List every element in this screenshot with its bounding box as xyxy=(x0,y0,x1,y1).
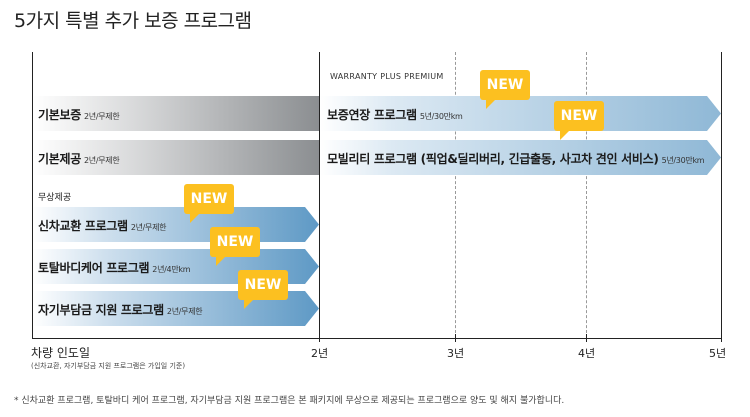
new-badge-deductible-support: NEW xyxy=(238,270,288,309)
new-car-exchange-label: 신차교환 프로그램 2년/무제한 xyxy=(38,219,167,233)
basic-service-bar xyxy=(33,140,319,175)
axis-4y-line xyxy=(586,52,587,338)
premium-label: WARRANTY PLUS PREMIUM xyxy=(330,72,444,81)
axis-tick-label-2y: 2년 xyxy=(311,347,329,360)
axis-start-line xyxy=(32,52,33,338)
page-title: 5가지 특별 추가 보증 프로그램 xyxy=(14,10,252,32)
timeline-axis xyxy=(32,338,722,339)
basic-warranty-label: 기본보증 2년/무제한 xyxy=(38,108,120,122)
axis-tick-label-4y: 4년 xyxy=(578,347,596,360)
section-label: 무상제공 xyxy=(38,193,72,203)
mobility-label: 모빌리티 프로그램 (픽업&딜리버리, 긴급출동, 사고차 견인 서비스) 5년/… xyxy=(327,152,705,166)
axis-tick-label-5y: 5년 xyxy=(709,347,727,360)
new-badge-total-body-care: NEW xyxy=(210,227,260,266)
mobility-bar xyxy=(320,140,721,175)
tick-5y xyxy=(721,334,722,342)
axis-start-label: 차량 인도일 xyxy=(31,346,91,360)
basic-service-label: 기본제공 2년/무제한 xyxy=(38,152,120,166)
extended-warranty-bar xyxy=(320,96,721,131)
new-badge-extended-warranty: NEW xyxy=(480,70,530,109)
axis-start-note: (신차교환, 자기부담금 지원 프로그램은 가입일 기준) xyxy=(31,362,186,370)
axis-2y-line xyxy=(319,52,320,338)
tick-3y xyxy=(455,334,456,342)
axis-3y-line xyxy=(455,52,456,338)
new-badge-mobility: NEW xyxy=(554,101,604,140)
axis-5y-line xyxy=(721,52,722,338)
new-car-exchange-bar xyxy=(33,207,319,242)
footnote: * 신차교환 프로그램, 토탈바디 케어 프로그램, 자기부담금 지원 프로그램… xyxy=(14,396,565,406)
extended-warranty-label: 보증연장 프로그램 5년/30만km xyxy=(327,108,463,122)
new-badge-new-car-exchange: NEW xyxy=(184,184,234,223)
tick-2y xyxy=(319,334,320,342)
deductible-support-label: 자기부담금 지원 프로그램 2년/무제한 xyxy=(38,303,203,317)
total-body-care-label: 토탈바디케어 프로그램 2년/4만km xyxy=(38,261,191,275)
axis-tick-label-3y: 3년 xyxy=(447,347,465,360)
tick-4y xyxy=(586,334,587,342)
basic-warranty-bar xyxy=(33,96,319,131)
